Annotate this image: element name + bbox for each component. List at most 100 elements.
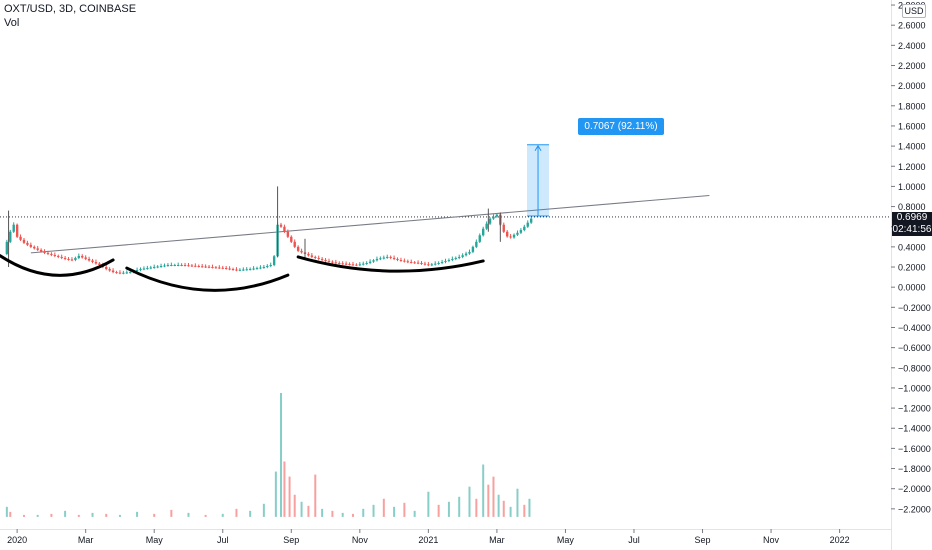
y-tick-label: −1.6000	[898, 444, 931, 454]
candle-body	[194, 265, 197, 267]
volume-bar	[528, 498, 531, 517]
candle-body	[139, 269, 142, 271]
candle-body	[314, 256, 317, 258]
x-tick-label: May	[146, 535, 164, 545]
candle-body	[300, 250, 303, 253]
candle-body	[53, 254, 57, 256]
candle-body	[399, 259, 403, 261]
volume-bar	[77, 514, 80, 517]
candle-body	[180, 265, 183, 267]
y-tick-label: −0.4000	[898, 323, 931, 333]
candle-body	[63, 257, 67, 259]
time-axis[interactable]: 2020 Mar May Jul Sep Nov 2021 Mar May Jul Sep Nov 20…	[7, 529, 850, 545]
candle-body	[416, 262, 420, 264]
candle-body	[200, 266, 204, 268]
candle-body	[87, 258, 91, 261]
candle-body	[290, 236, 293, 242]
x-tick-label: 2020	[7, 535, 27, 545]
y-tick-label: −0.6000	[898, 343, 931, 353]
candle-body	[386, 256, 389, 258]
x-tick-label: Mar	[489, 535, 505, 545]
candle-body	[293, 241, 296, 247]
candle-body	[389, 256, 392, 258]
volume-bar	[475, 498, 478, 517]
candle-body	[190, 265, 194, 267]
cup-arc	[0, 253, 115, 277]
candle-body	[46, 252, 50, 254]
candle-body	[111, 270, 115, 273]
y-tick-label: 0.2000	[898, 263, 926, 273]
volume-bar	[482, 464, 485, 517]
volume-bar	[307, 505, 310, 517]
candle-body	[427, 264, 430, 266]
candle-body	[355, 264, 358, 266]
bar-countdown: 02:41:56	[892, 224, 932, 235]
candle-body	[529, 218, 533, 223]
candle-body	[375, 258, 379, 261]
candle-body	[481, 228, 485, 236]
candle-body	[122, 272, 125, 274]
candle-body	[502, 224, 505, 232]
candle-body	[228, 268, 231, 270]
measure-tool[interactable]	[527, 144, 550, 217]
volume-bar	[249, 510, 252, 517]
volume-bar	[153, 513, 156, 517]
y-tick-label: 2.6000	[898, 21, 926, 31]
x-tick-label: 2022	[830, 535, 850, 545]
candle-body	[125, 272, 128, 274]
y-tick-label: 2.0000	[898, 81, 926, 91]
candle-body	[129, 272, 132, 274]
candle-body	[142, 268, 146, 270]
candle-body	[344, 263, 348, 265]
currency-button[interactable]: USD	[902, 4, 926, 18]
cup-arc	[296, 255, 485, 273]
volume-bar	[170, 509, 173, 517]
measure-label[interactable]: 0.7067 (92.11%) 7067	[578, 118, 664, 149]
candle-body	[410, 261, 413, 263]
candle-body	[255, 268, 259, 270]
candle-body	[173, 265, 176, 267]
candle-body	[485, 223, 488, 229]
candle-body	[382, 257, 386, 259]
volume-bar	[280, 392, 283, 517]
candle-body	[166, 265, 170, 267]
candle-body	[495, 214, 499, 217]
candle-body	[118, 272, 122, 274]
trendline[interactable]	[30, 194, 710, 254]
volume-bar	[136, 511, 139, 517]
candle-body	[451, 258, 454, 260]
candle-body	[526, 222, 529, 227]
candle-body	[26, 242, 29, 245]
volume-bar	[288, 476, 291, 517]
volume-bar	[262, 503, 265, 517]
candle-body	[33, 246, 36, 249]
candle-body	[207, 266, 211, 268]
volume-bar	[523, 504, 526, 517]
candle-body	[74, 257, 77, 260]
cup-pattern-arcs[interactable]	[0, 251, 485, 292]
y-tick-label: −1.0000	[898, 383, 931, 393]
candle-body	[211, 267, 214, 269]
candle-body	[327, 260, 331, 262]
candle-body	[91, 260, 94, 262]
volume-bar	[497, 494, 500, 517]
volume-series	[5, 392, 531, 517]
y-tick-label: 1.8000	[898, 101, 926, 111]
cup-arc	[125, 266, 290, 292]
candle-body	[272, 256, 276, 266]
candle-body	[60, 256, 63, 258]
volume-bar	[502, 500, 505, 517]
candle-body	[149, 267, 152, 269]
current-price-tag: 0.6969 02:41:56	[892, 212, 932, 236]
candle-body	[266, 266, 269, 268]
chart-legend: OXT/USD, 3D, COINBASE Vol	[4, 2, 136, 30]
volume-bar	[468, 486, 471, 517]
y-tick-label: −2.0000	[898, 484, 931, 494]
volume-bar	[204, 514, 207, 517]
candle-body	[341, 263, 344, 265]
candle-body	[177, 265, 180, 267]
volume-bar	[487, 484, 490, 517]
candle-body	[235, 269, 238, 271]
x-tick-label: 2021	[418, 535, 438, 545]
